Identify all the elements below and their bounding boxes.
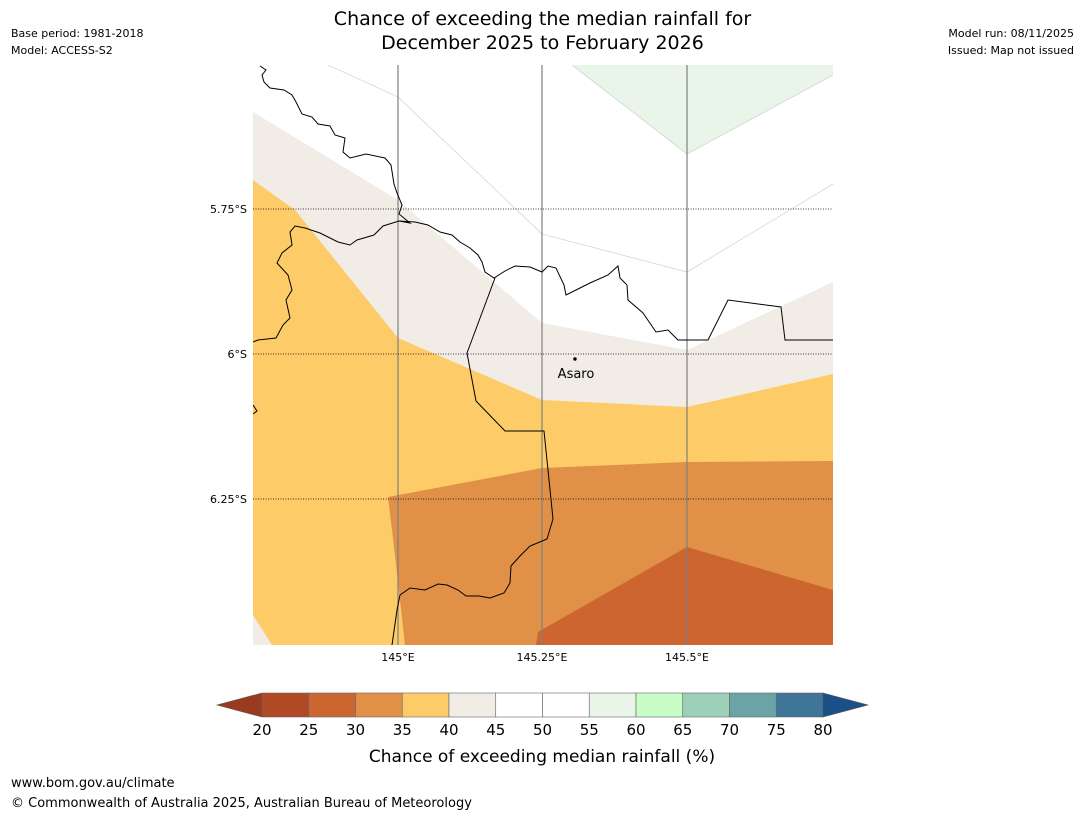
colorbar-swatch-40-45 <box>448 692 497 718</box>
colorbar: 20 25 30 35 40 45 50 55 60 65 70 75 80 Chance of exc… <box>215 692 870 767</box>
province-border <box>391 277 554 645</box>
colorbar-tick-80: 80 <box>813 721 832 739</box>
colorbar-tick-75: 75 <box>767 721 786 739</box>
colorbar-swatch-35-40 <box>401 692 450 718</box>
province-border <box>398 220 833 341</box>
title-line-2: December 2025 to February 2026 <box>381 32 704 54</box>
issued-text: Issued: Map not issued <box>947 44 1074 57</box>
colorbar-extend-high <box>822 692 870 718</box>
map-title: Chance of exceeding the median rainfall … <box>0 7 1085 55</box>
band-55-60 <box>572 65 833 154</box>
model-text: Model: ACCESS-S2 <box>11 44 113 57</box>
colorbar-tick-65: 65 <box>673 721 692 739</box>
colorbar-swatch-65-70 <box>682 692 730 718</box>
colorbar-tick-60: 60 <box>626 721 645 739</box>
colorbar-tick-40: 40 <box>439 721 458 739</box>
colorbar-swatch-75-80 <box>775 692 824 718</box>
colorbar-swatch-50-55 <box>542 692 590 718</box>
colorbar-tick-25: 25 <box>299 721 318 739</box>
colorbar-tick-70: 70 <box>720 721 739 739</box>
rainfall-map: Asaro 5.75°S 6°S 6.25°S 145°E 145.25°E 1… <box>210 65 833 664</box>
lat-label-575: 5.75°S <box>210 203 247 216</box>
lon-label-14525: 145.25°E <box>517 651 568 664</box>
meta-left: Base period: 1981-2018 Model: ACCESS-S2 <box>11 25 143 59</box>
colorbar-swatch-55-60 <box>588 692 637 718</box>
base-period-text: Base period: 1981-2018 <box>11 27 144 40</box>
colorbar-swatch-20-25 <box>261 692 310 718</box>
colorbar-swatch-45-50 <box>495 692 543 718</box>
province-border <box>253 65 412 343</box>
asaro-label: Asaro <box>558 367 595 382</box>
model-run-text: Model run: 08/11/2025 <box>948 27 1074 40</box>
colorbar-tick-20: 20 <box>252 721 271 739</box>
province-border <box>253 404 258 415</box>
colorbar-tick-50: 50 <box>533 721 552 739</box>
meta-right: Model run: 08/11/2025 Issued: Map not is… <box>948 25 1074 59</box>
footer: www.bom.gov.au/climate © Commonwealth of… <box>11 774 472 814</box>
colorbar-title: Chance of exceeding median rainfall (%) <box>369 747 715 767</box>
footer-url[interactable]: www.bom.gov.au/climate <box>11 776 175 791</box>
colorbar-tick-55: 55 <box>580 721 599 739</box>
band-25-30 <box>536 547 833 645</box>
colorbar-extend-low <box>215 692 263 718</box>
title-line-1: Chance of exceeding the median rainfall … <box>333 8 752 30</box>
colorbar-swatch-30-35 <box>355 692 403 718</box>
lat-label-6: 6°S <box>228 348 247 361</box>
asaro-marker <box>573 357 577 361</box>
colorbar-swatch-70-75 <box>729 692 777 718</box>
map-area: Asaro <box>253 65 833 645</box>
lon-label-145: 145°E <box>381 651 414 664</box>
colorbar-tick-45: 45 <box>486 721 505 739</box>
colorbar-swatches <box>215 692 870 718</box>
colorbar-swatch-60-65 <box>635 692 684 718</box>
colorbar-ticks: 20 25 30 35 40 45 50 55 60 65 70 75 80 <box>252 721 832 739</box>
footer-copyright: © Commonwealth of Australia 2025, Austra… <box>11 796 472 811</box>
colorbar-tick-35: 35 <box>393 721 412 739</box>
lon-label-1455: 145.5°E <box>665 651 709 664</box>
lat-label-625: 6.25°S <box>210 493 247 506</box>
colorbar-tick-30: 30 <box>346 721 365 739</box>
colorbar-swatch-25-30 <box>308 692 356 718</box>
